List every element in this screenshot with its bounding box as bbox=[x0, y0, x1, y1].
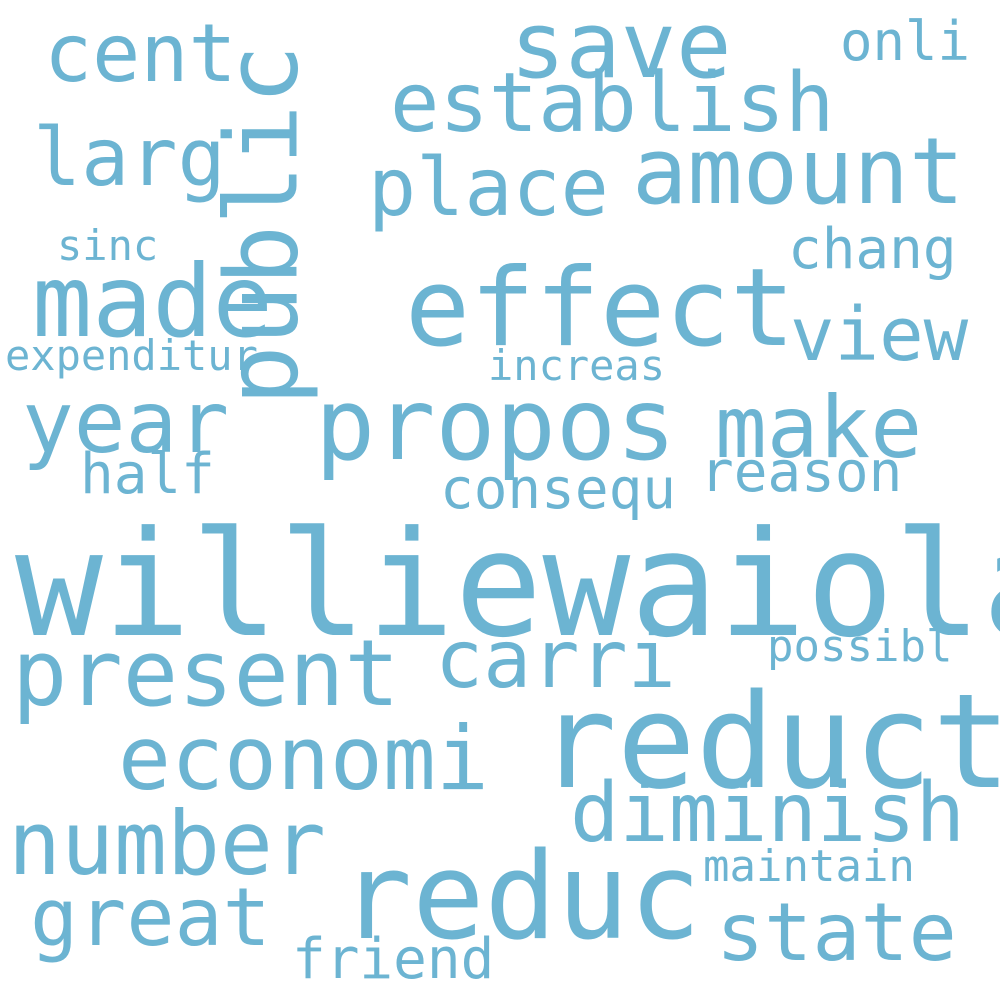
word-reason: reason bbox=[700, 440, 903, 505]
word-cent: cent bbox=[44, 7, 237, 100]
word-consequ: consequ bbox=[440, 457, 677, 522]
word-propos: propos bbox=[315, 366, 677, 483]
word-carri: carri bbox=[435, 613, 676, 706]
word-make: make bbox=[715, 378, 923, 478]
word-williewaiola: williewaiola bbox=[15, 500, 1000, 670]
word-year: year bbox=[22, 373, 230, 473]
word-increas: increas bbox=[488, 341, 666, 390]
word-state: state bbox=[716, 886, 957, 979]
word-reduc: reduc bbox=[340, 828, 702, 967]
word-onli: onli bbox=[840, 10, 971, 73]
word-made: made bbox=[32, 243, 273, 360]
word-present: present bbox=[12, 620, 400, 727]
word-chang: chang bbox=[788, 217, 957, 282]
word-reduct: reduct bbox=[538, 665, 1000, 818]
word-possibl: possibl bbox=[767, 621, 953, 672]
word-diminish: diminish bbox=[570, 766, 965, 861]
word-view: view bbox=[790, 292, 969, 378]
word-establish: establish bbox=[390, 56, 835, 151]
word-great: great bbox=[30, 871, 271, 964]
word-expenditur: expenditur bbox=[5, 331, 258, 380]
word-maintain: maintain bbox=[703, 841, 915, 892]
word-sinc: sinc bbox=[57, 221, 159, 270]
word-place: place bbox=[368, 141, 609, 234]
word-amount: amount bbox=[632, 118, 965, 225]
word-number: number bbox=[8, 792, 326, 895]
word-friend: friend bbox=[292, 927, 495, 992]
word-effect: effect bbox=[405, 246, 796, 371]
word-larg: larg bbox=[33, 111, 226, 204]
word-economi: economi bbox=[118, 707, 489, 810]
word-half: half bbox=[80, 442, 215, 507]
word-save: save bbox=[510, 0, 732, 99]
